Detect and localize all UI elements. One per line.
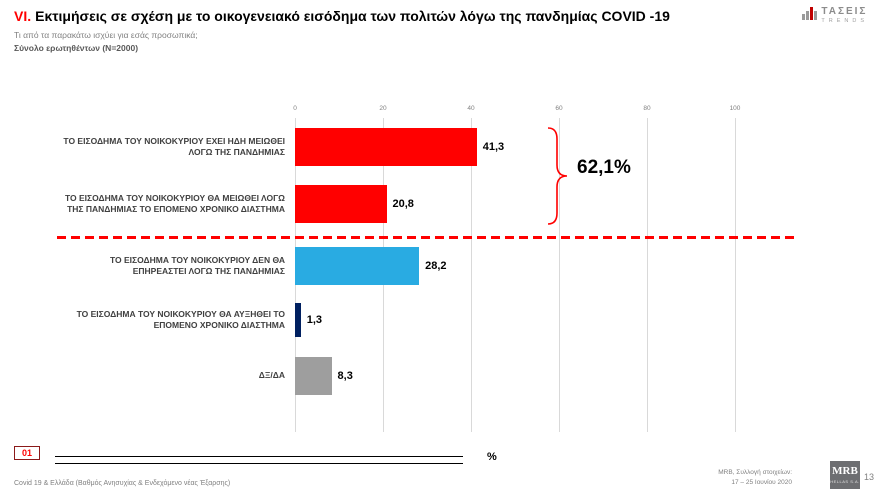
chart-bar: [295, 185, 387, 223]
category-label: ΤΟ ΕΙΣΟΔΗΜΑ ΤΟΥ ΝΟΙΚΟΚΥΡΙΟΥ ΕΧΕΙ ΗΔΗ ΜΕΙ…: [63, 135, 285, 157]
gridline: [735, 118, 736, 432]
gridline: [647, 118, 648, 432]
category-label: ΤΟ ΕΙΣΟΔΗΜΑ ΤΟΥ ΝΟΙΚΟΚΥΡΙΟΥ ΘΑ ΜΕΙΩΘΕΙ Λ…: [65, 192, 285, 214]
value-label: 41,3: [482, 141, 505, 153]
axis-tick: 100: [729, 105, 741, 112]
bar-track: 8,3: [295, 357, 735, 395]
page-number: 13: [863, 472, 874, 482]
bar-track: 1,3: [295, 303, 735, 337]
category-label: ΤΟ ΕΙΣΟΔΗΜΑ ΤΟΥ ΝΟΙΚΟΚΥΡΙΟΥ ΘΑ ΑΥΞΗΘΕΙ Τ…: [76, 308, 285, 330]
gridline: [559, 118, 560, 432]
bar-track: 41,3: [295, 128, 735, 166]
title-number: VI.: [14, 8, 32, 24]
value-label: 1,3: [306, 314, 323, 326]
axis-tick: 60: [555, 105, 563, 112]
bar-chart-logo-icon: [802, 6, 818, 20]
chart-row: ΤΟ ΕΙΣΟΔΗΜΑ ΤΟΥ ΝΟΙΚΟΚΥΡΙΟΥ ΕΧΕΙ ΗΔΗ ΜΕΙ…: [55, 128, 800, 166]
trends-logo: ΤΑΣΕΙΣ TRENDS: [802, 6, 868, 24]
bar-track: 28,2: [295, 247, 735, 285]
grouped-percentage: 62,1%: [577, 157, 631, 178]
chart-row: ΔΞ/ΔΑ 8,3: [55, 357, 800, 395]
category-label: ΤΟ ΕΙΣΟΔΗΜΑ ΤΟΥ ΝΟΙΚΟΚΥΡΙΟΥ ΔΕΝ ΘΑ ΕΠΗΡΕ…: [109, 254, 285, 276]
title-text: Εκτιμήσεις σε σχέση με το οικογενειακό ε…: [35, 8, 670, 24]
mrb-logo: MRB HELLAS S.A.: [830, 461, 860, 489]
chart-bar: [295, 247, 420, 285]
trends-logo-text: ΤΑΣΕΙΣ TRENDS: [821, 6, 868, 24]
footer-rule-bottom: [55, 463, 463, 464]
footer-rule-top: [55, 456, 463, 457]
chart-row: ΤΟ ΕΙΣΟΔΗΜΑ ΤΟΥ ΝΟΙΚΟΚΥΡΙΟΥ ΘΑ ΑΥΞΗΘΕΙ Τ…: [55, 303, 800, 337]
bar-chart: 0 20 40 60 80 100 ΤΟ ΕΙΣΟΔΗΜΑ ΤΟΥ ΝΟΙΚΟΚ…: [55, 100, 800, 440]
value-label: 28,2: [425, 260, 447, 272]
axis-tick: 40: [467, 105, 475, 112]
axis-tick: 20: [379, 105, 387, 112]
mrb-logo-text: MRB: [832, 465, 858, 477]
chart-bar: [295, 128, 477, 166]
question-subtitle: Τι από τα παρακάτω ισχύει για εσάς προσω…: [14, 30, 198, 40]
group-brace: [547, 127, 568, 225]
bar-track: 20,8: [295, 185, 735, 223]
footer-study-title: Covid 19 & Ελλάδα (Βαθμός Ανησυχίας & Εν…: [14, 480, 231, 487]
brand-name: ΤΑΣΕΙΣ: [821, 6, 868, 17]
mrb-logo-subtext: HELLAS S.A.: [830, 479, 860, 484]
value-label: 8,3: [337, 370, 353, 382]
gridline: [471, 118, 472, 432]
chart-bar: [295, 303, 301, 337]
brand-subname: TRENDS: [821, 18, 868, 24]
page-title: VI. Εκτιμήσεις σε σχέση με το οικογενειακ…: [14, 8, 670, 24]
axis-tick: 0: [293, 105, 297, 112]
red-dashed-separator: [57, 236, 799, 239]
footer-collection-info: MRB, Συλλογή στοιχείων: 17 – 25 Ιουνίου …: [718, 468, 792, 488]
axis-unit-label: %: [487, 451, 497, 463]
chart-row: ΤΟ ΕΙΣΟΔΗΜΑ ΤΟΥ ΝΟΙΚΟΚΥΡΙΟΥ ΔΕΝ ΘΑ ΕΠΗΡΕ…: [55, 247, 800, 285]
footer-collection-line2: 17 – 25 Ιουνίου 2020: [731, 478, 792, 486]
chart-bar: [295, 357, 332, 395]
value-label: 20,8: [392, 198, 414, 210]
footer-collection-line1: MRB, Συλλογή στοιχείων:: [718, 469, 792, 476]
axis-tick: 80: [643, 105, 651, 112]
chart-row: ΤΟ ΕΙΣΟΔΗΜΑ ΤΟΥ ΝΟΙΚΟΚΥΡΙΟΥ ΘΑ ΜΕΙΩΘΕΙ Λ…: [55, 185, 800, 223]
sample-size-label: Σύνολο ερωτηθέντων (N=2000): [14, 43, 139, 53]
category-label: ΔΞ/ΔΑ: [258, 370, 285, 381]
section-number-badge: 01: [14, 446, 41, 460]
